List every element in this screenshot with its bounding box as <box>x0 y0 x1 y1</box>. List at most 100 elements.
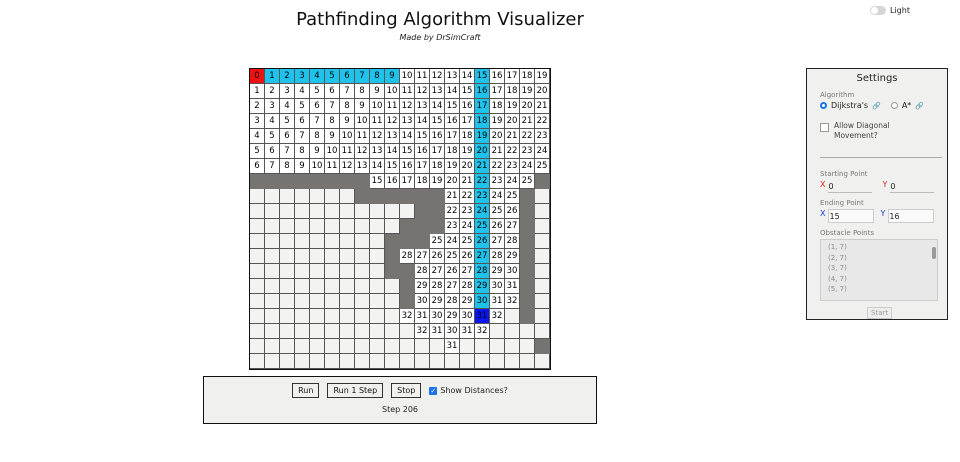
grid-cell[interactable]: 13 <box>400 114 415 129</box>
grid-cell-wall[interactable] <box>385 249 400 264</box>
grid-cell[interactable] <box>250 264 265 279</box>
grid-cell[interactable] <box>355 309 370 324</box>
grid-cell[interactable] <box>295 279 310 294</box>
grid-cell[interactable] <box>310 204 325 219</box>
grid-cell[interactable] <box>280 294 295 309</box>
checkmark-icon[interactable]: ✓ <box>429 386 438 395</box>
grid-cell[interactable]: 14 <box>415 114 430 129</box>
grid-cell[interactable]: 15 <box>370 174 385 189</box>
astar-radio[interactable] <box>890 102 898 109</box>
grid-cell[interactable] <box>505 354 520 369</box>
grid-cell[interactable] <box>325 339 340 354</box>
grid-cell[interactable] <box>325 234 340 249</box>
grid-cell[interactable]: 16 <box>490 69 505 84</box>
grid-cell[interactable] <box>250 219 265 234</box>
grid-cell-wall[interactable] <box>415 219 430 234</box>
grid-cell[interactable] <box>385 354 400 369</box>
grid-cell[interactable] <box>280 234 295 249</box>
grid-cell[interactable] <box>265 354 280 369</box>
grid-cell[interactable]: 14 <box>370 159 385 174</box>
grid-cell[interactable]: 15 <box>400 144 415 159</box>
grid-cell[interactable]: 31 <box>415 309 430 324</box>
grid-cell[interactable]: 23 <box>445 219 460 234</box>
grid-cell[interactable] <box>355 204 370 219</box>
grid-cell[interactable] <box>280 264 295 279</box>
grid-cell[interactable] <box>295 189 310 204</box>
toggle-switch-icon[interactable] <box>870 6 886 15</box>
grid-cell[interactable]: 7 <box>310 114 325 129</box>
grid-cell-wall[interactable] <box>535 174 550 189</box>
grid-cell[interactable]: 16 <box>385 174 400 189</box>
grid-cell[interactable]: 16 <box>445 114 460 129</box>
grid-cell[interactable]: 28 <box>400 249 415 264</box>
grid-cell[interactable] <box>325 219 340 234</box>
grid-cell-path[interactable]: 7 <box>355 69 370 84</box>
grid-cell-wall[interactable] <box>385 264 400 279</box>
grid-cell[interactable]: 14 <box>445 84 460 99</box>
grid-cell[interactable] <box>505 339 520 354</box>
grid-cell[interactable]: 17 <box>400 174 415 189</box>
grid-cell[interactable]: 25 <box>430 234 445 249</box>
grid-cell-path[interactable]: 4 <box>310 69 325 84</box>
grid-cell-path[interactable]: 25 <box>475 219 490 234</box>
grid-cell[interactable] <box>400 204 415 219</box>
grid-cell[interactable] <box>280 324 295 339</box>
grid-cell[interactable]: 24 <box>535 144 550 159</box>
grid-cell[interactable] <box>535 279 550 294</box>
grid-cell[interactable]: 7 <box>265 159 280 174</box>
grid-cell[interactable]: 17 <box>445 129 460 144</box>
grid-cell[interactable]: 15 <box>430 114 445 129</box>
grid-cell-path[interactable]: 6 <box>340 69 355 84</box>
grid-cell[interactable] <box>250 309 265 324</box>
grid-cell[interactable] <box>310 339 325 354</box>
grid-cell[interactable] <box>280 279 295 294</box>
grid-cell[interactable]: 30 <box>460 309 475 324</box>
grid-cell[interactable] <box>430 339 445 354</box>
grid-cell-path[interactable]: 26 <box>475 234 490 249</box>
grid-cell[interactable]: 31 <box>490 294 505 309</box>
grid-cell[interactable]: 16 <box>400 159 415 174</box>
grid-cell[interactable] <box>310 219 325 234</box>
grid-cell[interactable] <box>430 354 445 369</box>
grid-cell[interactable] <box>280 339 295 354</box>
grid-cell[interactable] <box>325 249 340 264</box>
grid-cell[interactable]: 8 <box>325 114 340 129</box>
grid-cell[interactable] <box>295 234 310 249</box>
grid-cell[interactable]: 25 <box>460 234 475 249</box>
grid-cell[interactable] <box>370 294 385 309</box>
grid-cell[interactable]: 23 <box>460 204 475 219</box>
grid-cell[interactable]: 4 <box>295 84 310 99</box>
grid-cell-wall[interactable] <box>355 189 370 204</box>
grid-cell[interactable]: 2 <box>250 99 265 114</box>
grid-cell[interactable]: 24 <box>520 159 535 174</box>
grid-cell[interactable]: 12 <box>430 69 445 84</box>
grid-cell[interactable]: 3 <box>265 99 280 114</box>
grid-cell[interactable]: 16 <box>415 144 430 159</box>
grid-cell[interactable]: 24 <box>505 174 520 189</box>
grid-cell-wall[interactable] <box>385 234 400 249</box>
grid-cell[interactable] <box>340 354 355 369</box>
grid-cell[interactable]: 23 <box>535 129 550 144</box>
grid-cell[interactable] <box>535 264 550 279</box>
grid-cell[interactable]: 9 <box>355 99 370 114</box>
grid-cell[interactable]: 30 <box>445 324 460 339</box>
grid-cell[interactable] <box>475 339 490 354</box>
grid-cell[interactable] <box>310 294 325 309</box>
grid-cell[interactable]: 18 <box>430 159 445 174</box>
grid-cell[interactable]: 10 <box>340 129 355 144</box>
grid-cell[interactable] <box>370 324 385 339</box>
grid-cell-wall[interactable] <box>520 219 535 234</box>
start-button[interactable]: Start <box>867 307 893 319</box>
grid-cell[interactable]: 20 <box>520 99 535 114</box>
grid-cell[interactable] <box>280 309 295 324</box>
grid-cell[interactable]: 27 <box>445 279 460 294</box>
grid-cell[interactable] <box>310 264 325 279</box>
grid-cell-path[interactable]: 3 <box>295 69 310 84</box>
grid-cell[interactable]: 10 <box>310 159 325 174</box>
grid-cell[interactable] <box>295 219 310 234</box>
grid-cell[interactable]: 9 <box>295 159 310 174</box>
grid-cell[interactable] <box>340 324 355 339</box>
start-x-input[interactable]: 0 <box>828 180 873 193</box>
grid-cell[interactable] <box>250 324 265 339</box>
grid-cell[interactable] <box>265 189 280 204</box>
